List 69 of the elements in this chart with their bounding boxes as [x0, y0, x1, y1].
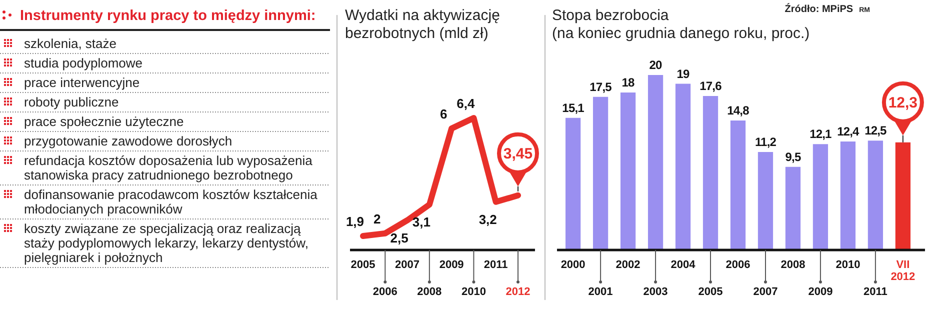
chart-title: Stopa bezrobocia	[552, 7, 670, 24]
x-tick-label: 2010	[461, 286, 486, 298]
bar	[840, 142, 856, 250]
bar	[566, 118, 581, 250]
x-tick-label: 2012	[506, 286, 530, 298]
data-label: 3,45	[503, 145, 533, 162]
x-tick-label: 2005	[350, 259, 376, 271]
x-tick-label: 2003	[643, 286, 668, 298]
data-label: 19	[676, 66, 690, 81]
data-label: 2,5	[390, 230, 408, 246]
x-tick-label: 2004	[670, 259, 696, 271]
chart-title: Wydatki na aktywizację bezrobotnych (mld zł)	[345, 7, 500, 42]
bar	[812, 144, 828, 250]
data-label: 3,1	[412, 214, 430, 230]
text: dofinansowanie pracodawcom kosztów kształcenia młodocianych pracowników	[24, 187, 318, 216]
data-label: 17,5	[590, 80, 612, 94]
data-label: 15,1	[562, 100, 585, 115]
data-label: 12,5	[864, 124, 888, 138]
text: studia podyplomowe	[24, 56, 143, 70]
data-label: 20	[649, 58, 663, 72]
data-label: 6	[440, 106, 448, 122]
bar	[785, 166, 801, 250]
text: Źródło: MPiPS	[784, 3, 854, 15]
x-tick-label: 2010	[836, 259, 860, 271]
data-label: 17,6	[700, 79, 722, 93]
text: szkolenia, staże	[24, 36, 116, 51]
x-tick-label: VII 2012	[890, 259, 916, 283]
x-tick-label: 2008	[417, 286, 442, 298]
data-label: 11,2	[754, 135, 777, 149]
text: Instrumenty rynku pracy to między innymi:	[20, 8, 316, 24]
x-tick-label: 2007	[753, 286, 778, 298]
data-label: 12,4	[837, 124, 860, 138]
x-tick-label: 2006	[726, 259, 750, 271]
text: refundacja kosztów doposażenia lub wyposażenia stanowiska pracy zatrudnionego bezrobotnego	[24, 153, 314, 182]
x-tick-label: 2007	[395, 259, 420, 271]
x-tick-label: 2006	[372, 286, 398, 298]
x-tick-label: 2009	[439, 259, 464, 271]
x-tick-label: 2005	[698, 286, 723, 298]
data-label: 18	[622, 76, 636, 90]
x-tick-label: 2008	[780, 259, 806, 271]
data-label: 12,1	[810, 127, 832, 142]
x-tick-label: 2002	[616, 259, 640, 271]
x-tick-label: 2011	[864, 286, 888, 298]
text: koszty związane ze specjalizacją oraz realizacją staży podyplomowych lekarzy, lekarzy dentystów, pielęgniarek i położnych	[24, 221, 308, 265]
x-tick-label: 2009	[808, 286, 833, 298]
data-label: 2	[374, 211, 381, 226]
bar	[758, 152, 774, 250]
text: przygotowanie zawodowe dorosłych	[24, 134, 232, 148]
text: roboty publiczne	[24, 94, 119, 110]
bar	[895, 142, 910, 250]
data-label: 6,4	[456, 96, 476, 111]
data-label: 9,5	[785, 150, 802, 164]
data-label: 14,8	[727, 104, 750, 118]
bar	[702, 96, 718, 250]
bar	[868, 140, 884, 250]
x-tick-label: 2000	[560, 259, 586, 271]
bar	[730, 120, 746, 250]
x-tick-label: 2011	[484, 259, 508, 271]
data-label: 12,3	[888, 94, 918, 112]
text: prace interwencyjne	[24, 75, 140, 90]
data-label: 1,9	[346, 214, 364, 229]
bar	[675, 84, 691, 250]
bar	[620, 92, 636, 250]
bar	[592, 96, 608, 250]
x-tick-label: 2001	[588, 286, 613, 298]
data-label: 3,2	[478, 212, 497, 227]
chart-subtitle: (na koniec grudnia danego roku, proc.)	[552, 25, 810, 42]
text: prace społecznie użyteczne	[24, 114, 184, 129]
bar	[648, 75, 664, 250]
